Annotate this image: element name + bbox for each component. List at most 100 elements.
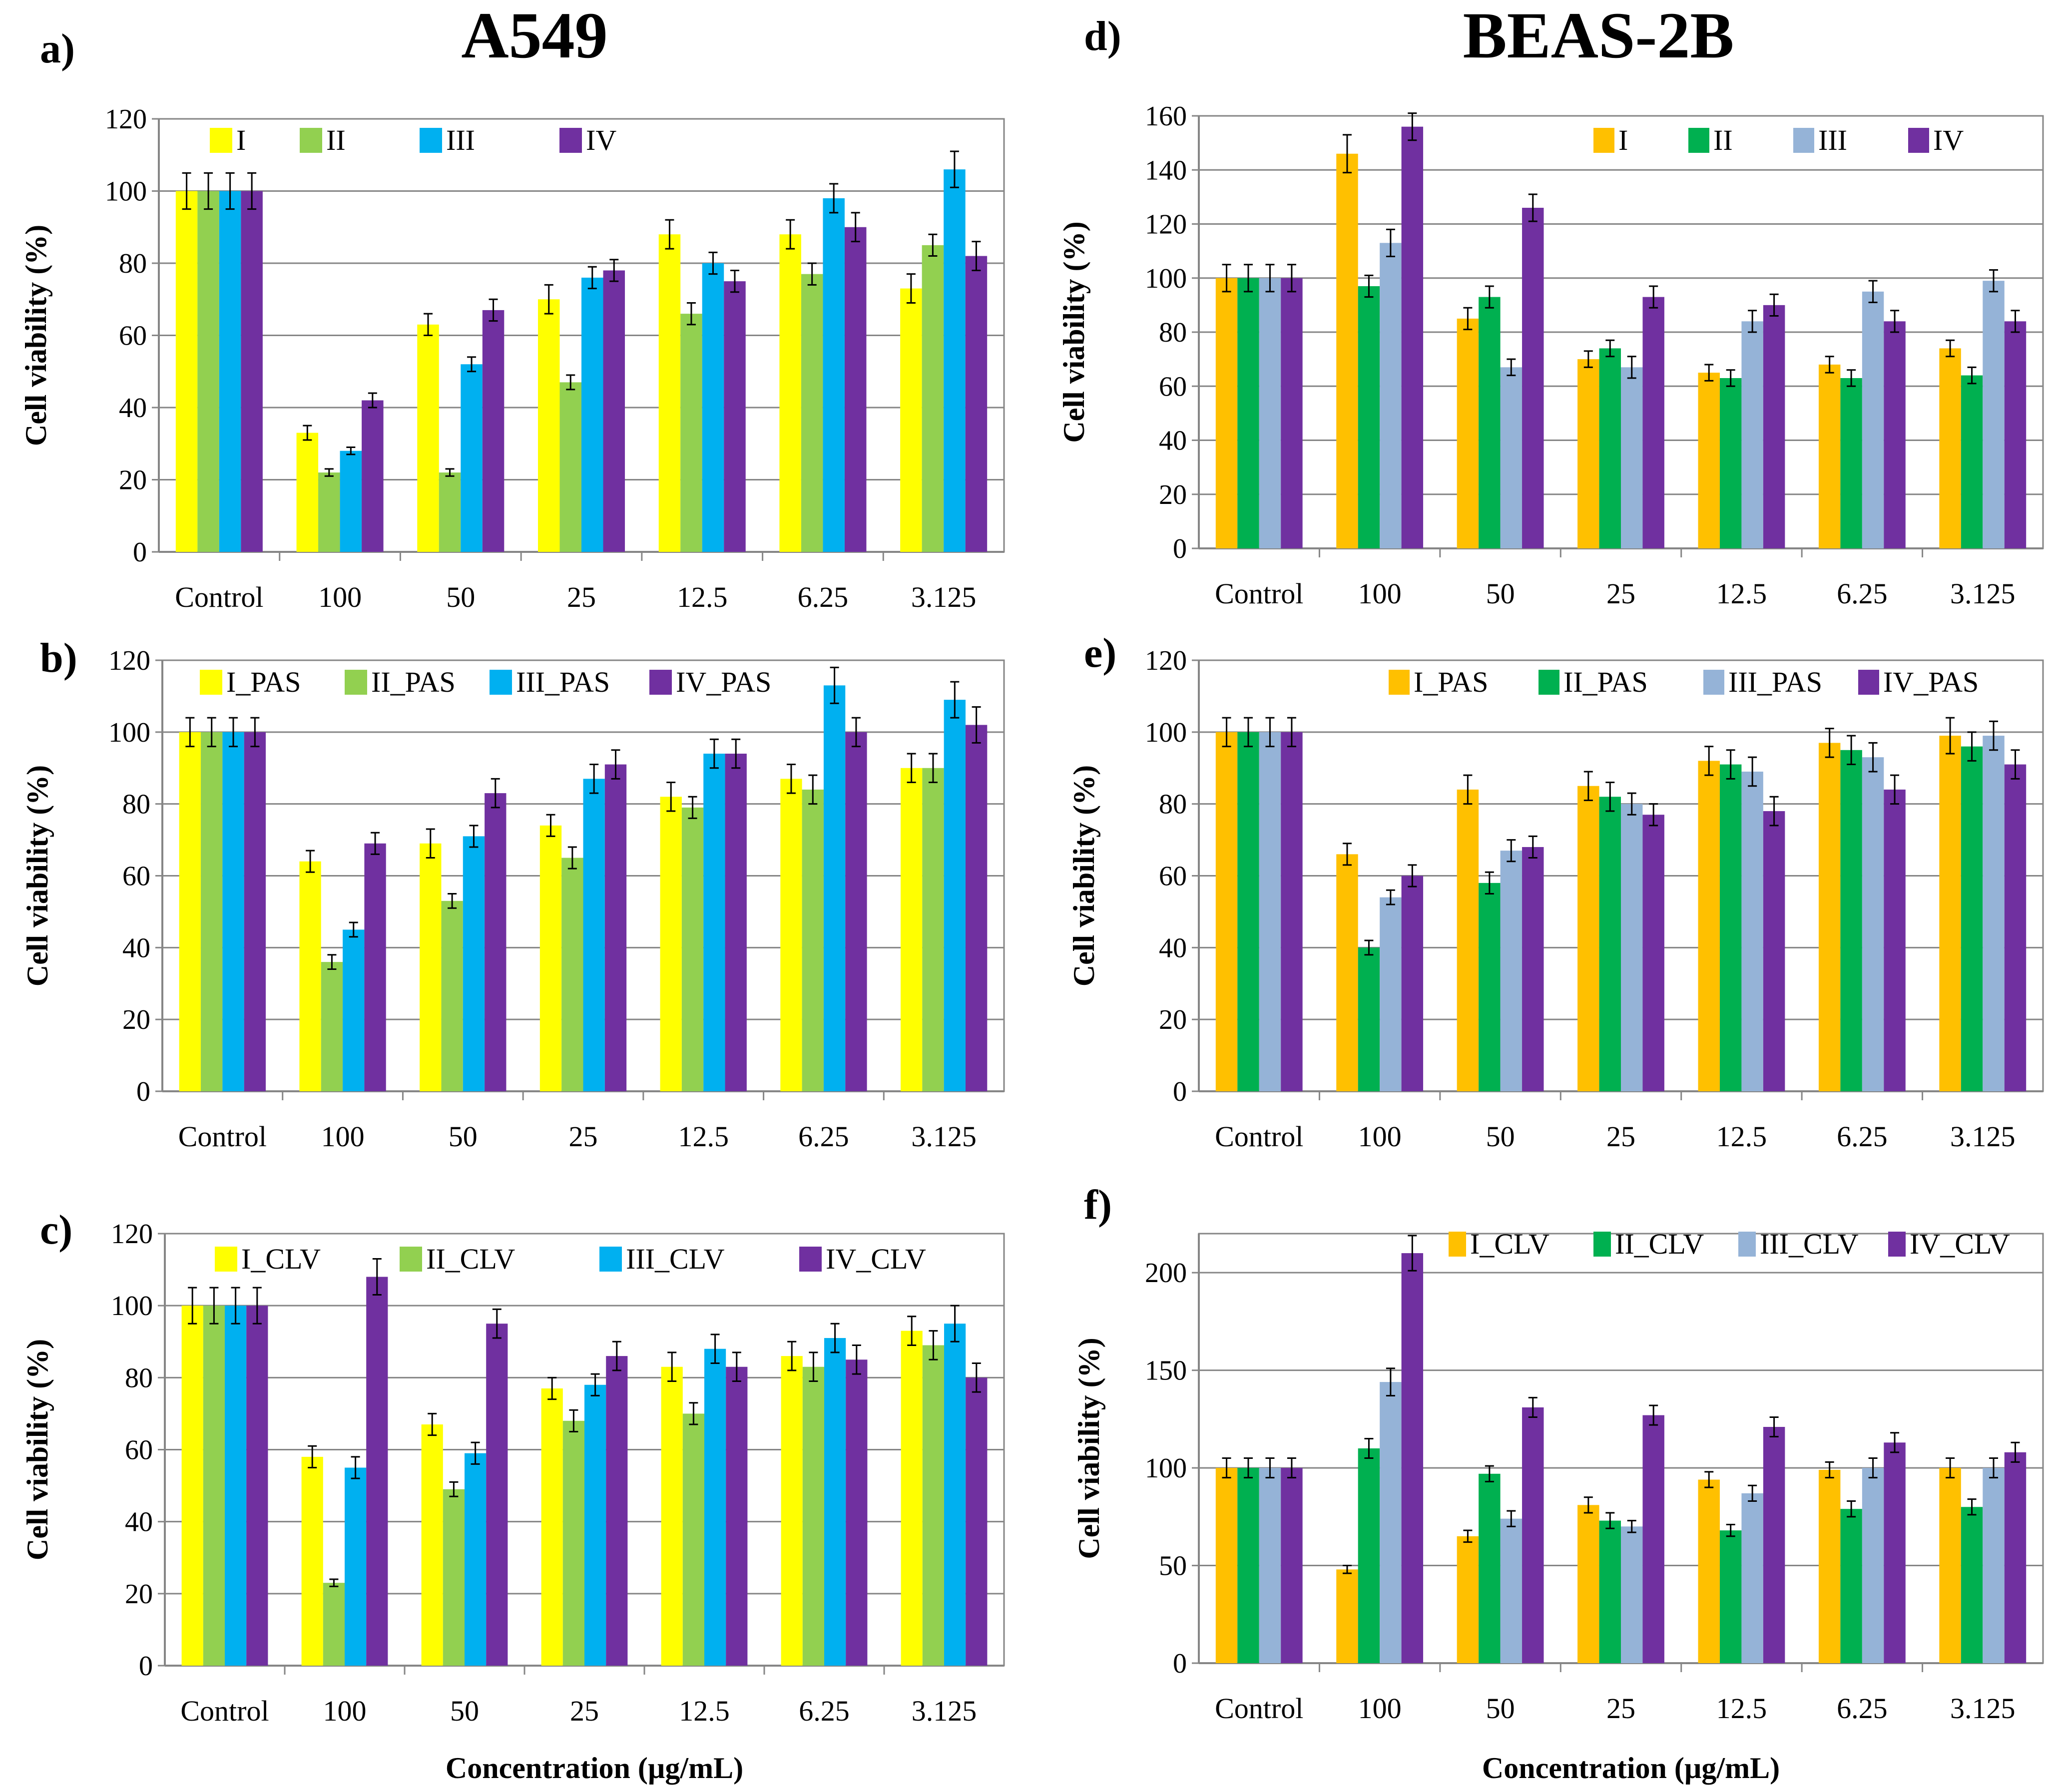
- bar: [1281, 1468, 1303, 1663]
- x-category-label: 6.25: [799, 1695, 850, 1727]
- bar: [1522, 1407, 1544, 1663]
- x-category-label: 25: [1606, 1692, 1635, 1725]
- bar: [726, 1366, 748, 1666]
- bar: [780, 779, 802, 1091]
- legend-label: III: [446, 124, 475, 156]
- x-category-label: Control: [1215, 577, 1303, 610]
- bar: [1939, 736, 1961, 1091]
- bar: [944, 169, 966, 552]
- bar: [581, 277, 603, 552]
- x-category-label: 100: [321, 1120, 365, 1153]
- legend-swatch: [200, 670, 222, 695]
- bar: [1719, 764, 1742, 1091]
- x-category-label: 50: [1486, 577, 1515, 610]
- bar: [181, 1306, 203, 1666]
- bar: [1983, 736, 2005, 1091]
- legend-swatch: [559, 128, 582, 153]
- bar: [1259, 278, 1281, 548]
- bar: [1840, 1509, 1862, 1663]
- x-category-label: 100: [1358, 1120, 1402, 1153]
- bar: [1380, 243, 1402, 548]
- legend-swatch: [799, 1247, 822, 1272]
- x-category-label: 3.125: [1950, 1120, 2016, 1153]
- bar: [1961, 1507, 1983, 1663]
- bar: [1642, 297, 1664, 548]
- legend-swatch: [490, 670, 512, 695]
- y-tick-label: 120: [1145, 209, 1187, 240]
- bar: [703, 753, 725, 1091]
- legend-swatch: [1389, 670, 1410, 695]
- y-tick-label: 80: [125, 1362, 153, 1393]
- bar: [583, 779, 605, 1091]
- x-category-label: 100: [1358, 1692, 1402, 1725]
- bar: [845, 732, 867, 1091]
- bar: [1621, 1526, 1643, 1663]
- bar: [421, 1424, 443, 1666]
- y-tick-label: 100: [111, 1291, 153, 1322]
- x-category-label: 6.25: [1837, 577, 1888, 610]
- legend-label: II_CLV: [426, 1243, 515, 1275]
- bar: [1642, 1415, 1664, 1663]
- y-tick-label: 20: [1159, 1004, 1187, 1035]
- bar: [364, 843, 386, 1091]
- bar: [682, 1413, 704, 1666]
- x-category-label: 50: [1486, 1692, 1515, 1725]
- bar: [603, 270, 625, 552]
- bar: [1840, 750, 1862, 1091]
- legend-swatch: [1449, 1232, 1466, 1257]
- bar: [1840, 378, 1862, 548]
- bar: [823, 198, 845, 552]
- x-category-label: 3.125: [1950, 1692, 2016, 1725]
- legend-swatch: [1688, 128, 1709, 153]
- y-tick-label: 100: [105, 176, 147, 207]
- bar: [901, 1331, 923, 1666]
- bar: [661, 1366, 683, 1666]
- legend-label: II: [1713, 124, 1733, 156]
- bar: [562, 1420, 584, 1666]
- bar: [801, 274, 823, 552]
- legend-swatch: [1539, 670, 1559, 695]
- panel-label-f: f): [1084, 1182, 1112, 1228]
- panel-label-e: e): [1084, 630, 1116, 676]
- bar: [559, 382, 581, 552]
- bar: [301, 1456, 323, 1666]
- bar: [222, 732, 244, 1091]
- y-tick-label: 40: [122, 932, 150, 963]
- bar: [779, 234, 801, 552]
- bar: [1457, 1536, 1479, 1663]
- bar: [1621, 367, 1643, 548]
- bar: [1763, 811, 1785, 1091]
- bar: [321, 962, 343, 1091]
- x-category-label: 50: [450, 1695, 479, 1727]
- bar: [1741, 771, 1763, 1091]
- y-axis-label: Cell viability (%): [1057, 221, 1090, 443]
- legend-swatch: [300, 128, 322, 153]
- title-beas-2b: BEAS-2B: [1463, 0, 1734, 72]
- legend-swatch: [400, 1247, 422, 1272]
- bar: [922, 1345, 944, 1666]
- x-category-label: 12.5: [679, 1695, 730, 1727]
- bar: [1336, 1569, 1358, 1663]
- bar: [1237, 732, 1259, 1091]
- bar: [1741, 321, 1763, 548]
- panel-label-c: c): [40, 1207, 72, 1253]
- bar: [584, 1384, 606, 1666]
- bar: [1599, 348, 1621, 548]
- bar: [1741, 1493, 1763, 1663]
- x-category-label: 3.125: [1950, 577, 2016, 610]
- bar: [658, 234, 681, 552]
- bar: [244, 732, 266, 1091]
- y-axis-label: Cell viability (%): [1072, 1338, 1105, 1559]
- bar: [1237, 278, 1259, 548]
- bar: [1401, 1253, 1424, 1663]
- bar: [561, 858, 583, 1091]
- x-category-label: 12.5: [678, 1120, 729, 1153]
- legend-label: I_CLV: [241, 1243, 321, 1275]
- bar: [1939, 1468, 1961, 1663]
- chart-e: e) 0 20 40 60 80 100 120 Control 100 50 25 12.5 6.25 3…: [1067, 630, 2044, 1153]
- y-tick-label: 160: [1145, 101, 1187, 132]
- bar: [900, 288, 922, 552]
- bar: [922, 768, 944, 1091]
- bar: [823, 685, 846, 1091]
- bar: [702, 263, 724, 552]
